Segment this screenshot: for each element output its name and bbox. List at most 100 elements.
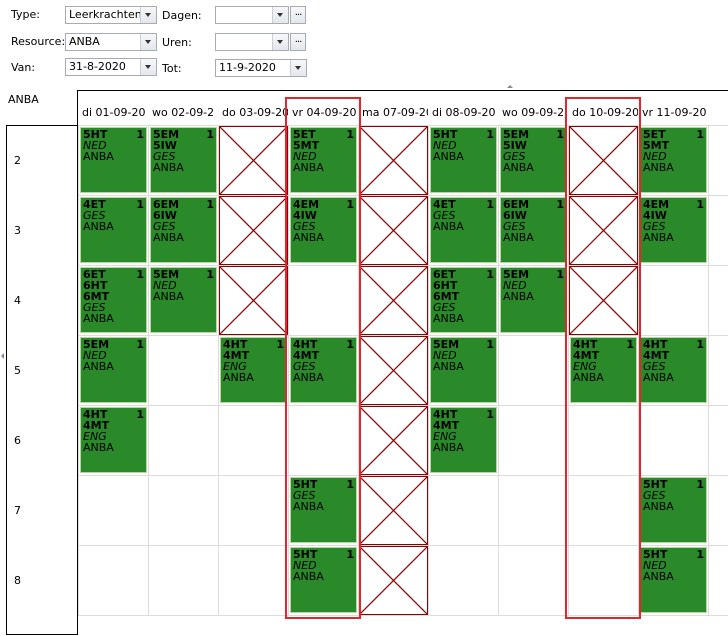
lesson-block[interactable]: 5EM NED ANBA 1	[500, 267, 567, 333]
lesson-teacher: ANBA	[83, 312, 114, 325]
chevron-down-icon[interactable]	[140, 34, 156, 50]
type-select-value: Leerkrachten	[69, 8, 142, 21]
lesson-teacher: ANBA	[573, 371, 604, 384]
lesson-teacher: ANBA	[293, 161, 324, 174]
lesson-block[interactable]: 4EM 4IW GES ANBA 1	[640, 197, 707, 263]
lesson-block[interactable]: 5HT NED ANBA 1	[430, 127, 497, 193]
column-header[interactable]: do 10-09-20	[572, 106, 638, 119]
lesson-block[interactable]: 6ET 6HT 6MT GES ANBA 1	[430, 267, 497, 333]
lesson-subject: NED	[503, 279, 527, 292]
lesson-block[interactable]: 5EM NED ANBA 1	[430, 337, 497, 403]
lesson-subject: NED	[643, 150, 667, 163]
column-header[interactable]: vr 04-09-20	[292, 106, 357, 119]
blocked-cell[interactable]	[219, 196, 288, 265]
blocked-cell[interactable]	[359, 126, 428, 195]
column-header[interactable]: ma 07-09-20	[362, 106, 428, 119]
lesson-block[interactable]: 4HT 4MT ENG ANBA 1	[570, 337, 637, 403]
lesson-subject: GES	[293, 360, 316, 373]
tot-date-picker[interactable]: 11-9-2020	[215, 59, 307, 77]
blocked-cell[interactable]	[359, 266, 428, 335]
grid-line	[638, 125, 639, 615]
lesson-class: 5HT	[433, 128, 458, 141]
lesson-subject: NED	[153, 279, 177, 292]
lesson-block[interactable]: 6ET 6HT 6MT GES ANBA 1	[80, 267, 147, 333]
lesson-block[interactable]: 4HT 4MT ENG ANBA 1	[220, 337, 287, 403]
lesson-block[interactable]: 4HT 4MT GES ANBA 1	[640, 337, 707, 403]
lesson-block[interactable]: 5HT GES ANBA 1	[640, 477, 707, 543]
blocked-cell[interactable]	[359, 336, 428, 405]
lesson-block[interactable]: 5EM 5IW GES ANBA 1	[150, 127, 217, 193]
blocked-cell[interactable]	[219, 126, 288, 195]
lesson-teacher: ANBA	[223, 371, 254, 384]
lesson-class: 4MT	[293, 349, 320, 362]
blocked-cell[interactable]	[569, 196, 638, 265]
lesson-subject: ENG	[573, 360, 597, 373]
type-select[interactable]: Leerkrachten	[65, 6, 157, 24]
lesson-block[interactable]: 5EM NED ANBA 1	[150, 267, 217, 333]
lesson-block[interactable]: 5HT GES ANBA 1	[290, 477, 357, 543]
grid-line	[78, 125, 728, 126]
van-date-picker[interactable]: 31-8-2020	[65, 58, 157, 76]
lesson-block[interactable]: 5HT NED ANBA 1	[290, 547, 357, 613]
column-header[interactable]: di 08-09-20	[432, 106, 496, 119]
blocked-cell[interactable]	[359, 196, 428, 265]
dagen-select[interactable]	[215, 6, 289, 24]
lesson-subject: ENG	[433, 430, 457, 443]
uren-select[interactable]	[215, 33, 289, 51]
grid-line	[78, 125, 79, 615]
lesson-subject: NED	[643, 559, 667, 572]
tot-label: Tot:	[162, 62, 182, 75]
dagen-ellipsis-button[interactable]: ...	[290, 6, 306, 24]
lesson-count: 1	[136, 408, 144, 421]
lesson-block[interactable]: 5HT NED ANBA 1	[640, 547, 707, 613]
lesson-block[interactable]: 5ET 5MT NED ANBA 1	[290, 127, 357, 193]
lesson-teacher: ANBA	[503, 290, 534, 303]
lesson-block[interactable]: 6EM 6IW GES ANBA 1	[150, 197, 217, 263]
blocked-cell[interactable]	[359, 406, 428, 475]
lesson-class: 4ET	[83, 198, 106, 211]
lesson-subject: GES	[153, 150, 176, 163]
lesson-block[interactable]: 4ET GES ANBA 1	[80, 197, 147, 263]
chevron-down-icon[interactable]	[140, 59, 156, 75]
lesson-teacher: ANBA	[643, 570, 674, 583]
column-header[interactable]: wo 09-09-2	[502, 106, 565, 119]
lesson-count: 1	[346, 198, 354, 211]
blocked-cell[interactable]	[569, 126, 638, 195]
lesson-teacher: ANBA	[83, 441, 114, 454]
lesson-teacher: ANBA	[293, 500, 324, 513]
blocked-cell[interactable]	[219, 266, 288, 335]
van-label: Van:	[11, 61, 36, 74]
uren-ellipsis-button[interactable]: ...	[290, 33, 306, 51]
lesson-block[interactable]: 4HT 4MT GES ANBA 1	[290, 337, 357, 403]
chevron-down-icon[interactable]	[290, 60, 306, 76]
lesson-class: 5EM	[153, 128, 180, 141]
blocked-cell[interactable]	[569, 266, 638, 335]
blocked-cell[interactable]	[359, 476, 428, 545]
lesson-block[interactable]: 5EM NED ANBA 1	[80, 337, 147, 403]
column-header[interactable]: vr 11-09-20	[642, 106, 707, 119]
resource-select[interactable]: ANBA	[65, 33, 157, 51]
lesson-subject: NED	[83, 139, 107, 152]
lesson-class: 6HT	[433, 279, 458, 292]
chevron-down-icon[interactable]	[272, 34, 288, 50]
lesson-block[interactable]: 4EM 4IW GES ANBA 1	[290, 197, 357, 263]
lesson-block[interactable]: 4ET GES ANBA 1	[430, 197, 497, 263]
lesson-teacher: ANBA	[433, 220, 464, 233]
resource-label: Resource:	[11, 35, 66, 48]
chevron-down-icon[interactable]	[272, 7, 288, 23]
lesson-count: 1	[346, 478, 354, 491]
lesson-subject: GES	[433, 209, 456, 222]
lesson-block[interactable]: 5ET 5MT NED ANBA 1	[640, 127, 707, 193]
blocked-cell[interactable]	[359, 546, 428, 615]
lesson-block[interactable]: 6EM 6IW GES ANBA 1	[500, 197, 567, 263]
chevron-down-icon[interactable]	[140, 7, 156, 23]
lesson-block[interactable]: 4HT 4MT ENG ANBA 1	[430, 407, 497, 473]
column-header[interactable]: do 03-09-20	[222, 106, 288, 119]
lesson-block[interactable]: 5HT NED ANBA 1	[80, 127, 147, 193]
splitter-handle-icon[interactable]	[507, 85, 513, 88]
lesson-block[interactable]: 4HT 4MT ENG ANBA 1	[80, 407, 147, 473]
column-header[interactable]: wo 02-09-2	[152, 106, 215, 119]
collapse-panel-icon[interactable]	[1, 353, 4, 359]
column-header[interactable]: di 01-09-20	[82, 106, 146, 119]
lesson-block[interactable]: 5EM 5IW GES ANBA 1	[500, 127, 567, 193]
